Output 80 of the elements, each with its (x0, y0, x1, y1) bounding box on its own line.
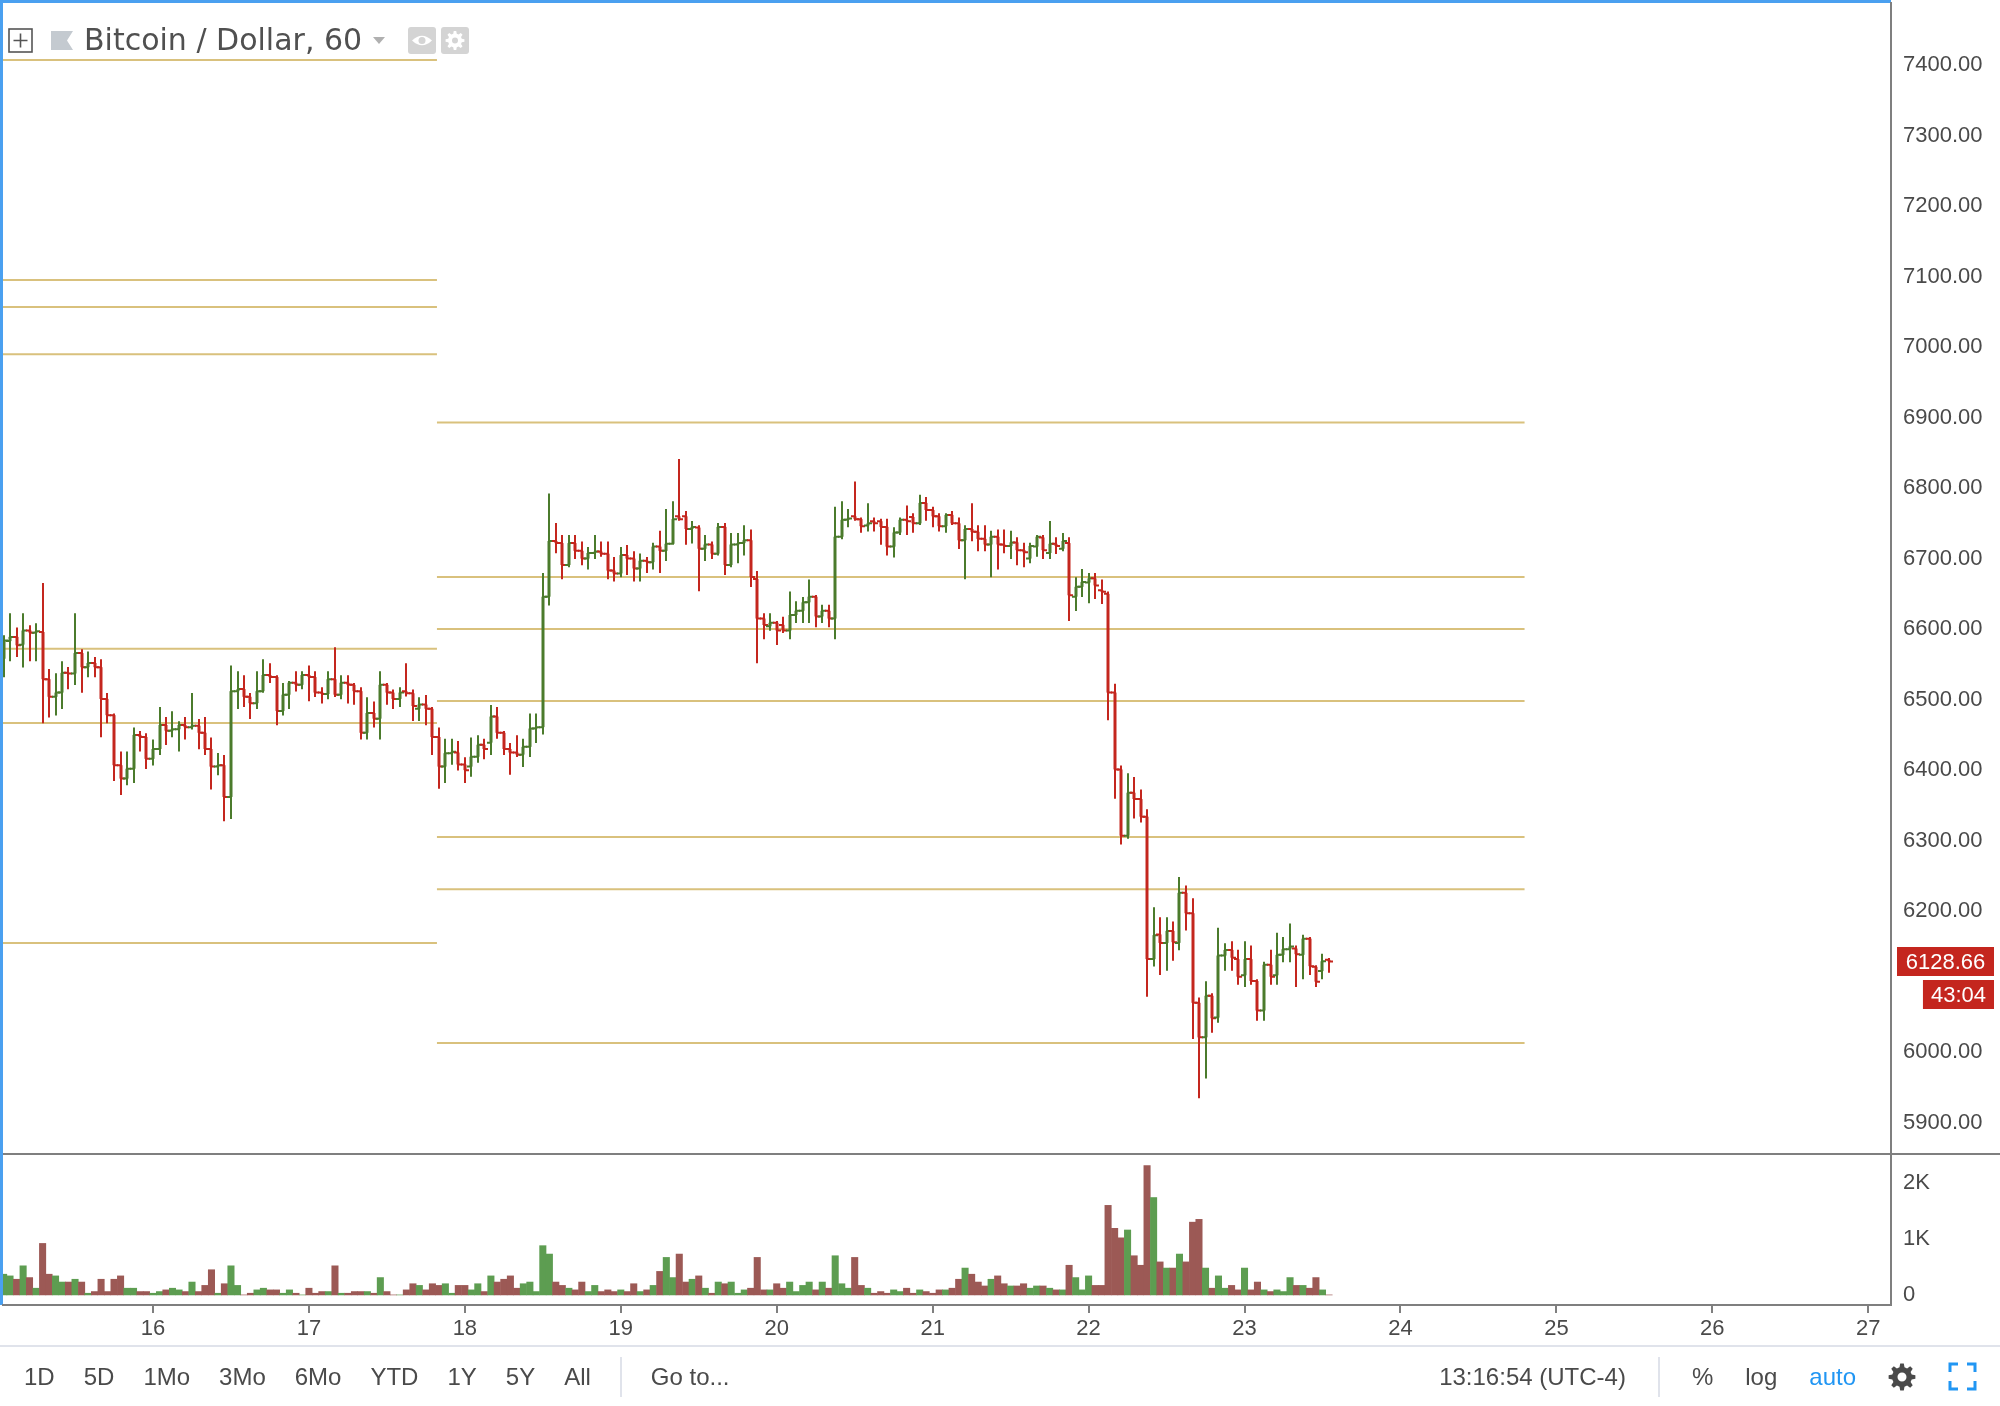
x-tick-label: 16 (140, 1315, 166, 1341)
bar (376, 1277, 384, 1296)
bar (78, 1281, 86, 1296)
y-tick-label: 0 (1903, 1280, 1916, 1306)
text: All (564, 1362, 591, 1390)
y-tick-label: 2K (1903, 1169, 1931, 1195)
bar (64, 1281, 73, 1296)
bar (701, 1287, 709, 1296)
y-tick-label: 6300.00 (1903, 826, 1983, 852)
text: 3Mo (219, 1362, 266, 1390)
bar (1046, 1287, 1054, 1296)
y-tick-label: 7200.00 (1903, 192, 1983, 218)
bar (1260, 1289, 1268, 1296)
text: YTD (370, 1362, 419, 1390)
bar (383, 1291, 391, 1296)
y-tick-label: 5900.00 (1903, 1108, 1983, 1134)
bar (1124, 1229, 1132, 1296)
bar (721, 1283, 729, 1296)
bar (487, 1275, 495, 1296)
bar (331, 1265, 339, 1296)
bar (6, 1275, 14, 1296)
bar (292, 1292, 300, 1296)
x-tick-label: 22 (1076, 1315, 1101, 1341)
y-tick-label: 6900.00 (1903, 403, 1983, 429)
x-tick-label: 24 (1388, 1315, 1413, 1341)
y-tick-label: 6400.00 (1903, 756, 1983, 782)
bar (695, 1275, 703, 1296)
y-tick-label: 7400.00 (1903, 51, 1983, 77)
text: 5D (83, 1362, 115, 1390)
text: auto (1809, 1362, 1856, 1390)
y-tick-label: 6600.00 (1903, 615, 1983, 641)
bar (1202, 1267, 1210, 1296)
bar (656, 1271, 664, 1296)
bar (864, 1287, 872, 1296)
x-tick-label: 25 (1544, 1315, 1569, 1341)
bar (1007, 1285, 1015, 1296)
x-tick-label: 23 (1232, 1315, 1257, 1341)
bar (1299, 1285, 1307, 1296)
y-tick-label: 7100.00 (1903, 262, 1983, 288)
bar (1175, 1253, 1184, 1296)
text: 1Y (447, 1362, 477, 1390)
y-tick-label: 1K (1903, 1225, 1931, 1251)
bar (13, 1278, 21, 1296)
x-tick-label: 27 (1855, 1315, 1881, 1341)
x-tick-label: 26 (1700, 1315, 1725, 1341)
text: 6Mo (294, 1362, 342, 1390)
y-tick-label: 6200.00 (1903, 897, 1983, 923)
text: Go to... (650, 1362, 730, 1390)
text: Bitcoin / Dollar, 60 (84, 22, 363, 57)
bar (415, 1285, 423, 1296)
y-tick-label: 6000.00 (1903, 1038, 1983, 1064)
x-tick-label: 18 (452, 1315, 478, 1341)
bar (1156, 1261, 1164, 1296)
bar (1065, 1264, 1073, 1296)
bar (825, 1287, 833, 1296)
bar (1163, 1267, 1171, 1296)
bar (25, 1277, 34, 1296)
x-tick-label: 21 (920, 1315, 945, 1341)
y-tick-label: 7300.00 (1903, 121, 1983, 147)
x-tick-label: 19 (608, 1315, 634, 1341)
y-tick-label: 6500.00 (1903, 685, 1983, 711)
x-tick-label: 17 (296, 1315, 322, 1341)
bar (1150, 1197, 1158, 1296)
bar (1240, 1267, 1249, 1296)
bar (188, 1281, 196, 1296)
y-tick-label: 6800.00 (1903, 474, 1983, 500)
text: 1Mo (143, 1362, 191, 1390)
text: 6128.66 (1905, 948, 1986, 974)
text: 1D (24, 1362, 55, 1390)
text: 5Y (505, 1362, 536, 1390)
y-tick-label: 6700.00 (1903, 544, 1983, 570)
bar (363, 1291, 371, 1296)
text: 43:04 (1930, 981, 1986, 1007)
x-tick-label: 20 (764, 1315, 789, 1341)
bar (19, 1265, 27, 1296)
text: log (1745, 1362, 1778, 1390)
bar (565, 1287, 573, 1296)
y-tick-label: 7000.00 (1903, 333, 1983, 359)
text: 13:16:54 (UTC-4) (1439, 1362, 1626, 1390)
text: % (1691, 1362, 1714, 1390)
